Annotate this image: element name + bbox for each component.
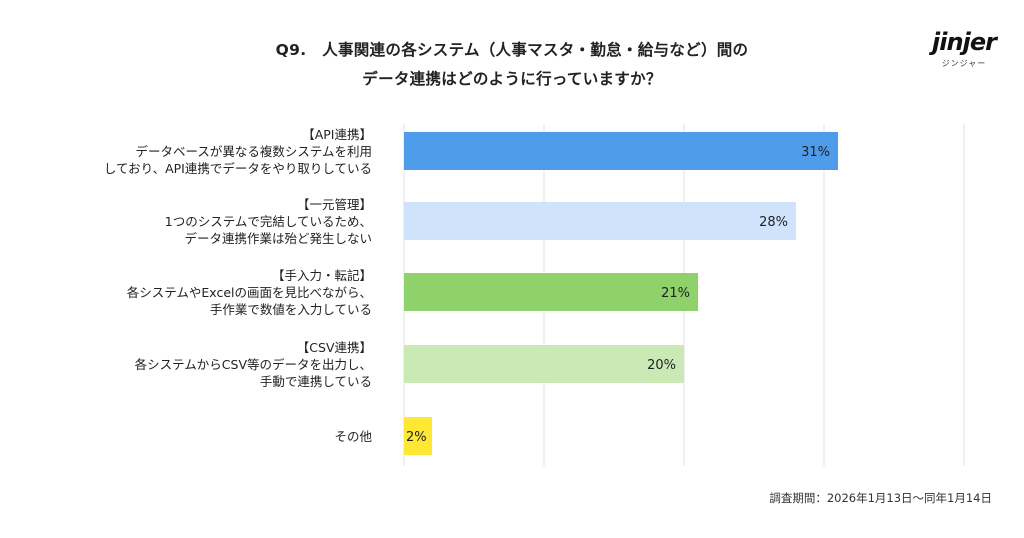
survey-period: 調査期間：2026年1月13日〜同年1月14日 <box>769 491 992 505</box>
category-label: 各システムやExcelの画面を見比べながら、 <box>127 285 372 300</box>
category-label: 1つのシステムで完結しているため、 <box>165 214 372 229</box>
bar <box>404 202 796 240</box>
category-label: データ連携作業は殆ど発生しない <box>184 231 372 246</box>
bar-value-label: 31% <box>801 145 830 160</box>
category-label: 手動で連携している <box>260 374 372 389</box>
category-label: その他 <box>334 429 372 444</box>
bar-value-label: 28% <box>759 215 788 230</box>
bar <box>404 132 838 170</box>
category-label: 手作業で数値を入力している <box>210 302 372 317</box>
chart-title: Q9. 人事関連の各システム（人事マスタ・勤怠・給与など）間の データ連携はどの… <box>0 36 1024 94</box>
category-label: しており、API連携でデータをやり取りしている <box>104 161 372 176</box>
bar <box>404 273 698 311</box>
chart-title-line-1: Q9. 人事関連の各システム（人事マスタ・勤怠・給与など）間の <box>275 41 749 59</box>
chart-title-line-2: データ連携はどのように行っていますか？ <box>362 70 662 88</box>
category-label: 【手入力・転記】 <box>272 268 372 283</box>
bar-value-label: 20% <box>647 358 676 373</box>
category-label: データベースが異なる複数システムを利用 <box>135 144 372 159</box>
bar-value-label: 21% <box>661 286 690 301</box>
category-label: 【API連携】 <box>302 127 372 142</box>
logo-subtitle: ジンジャー <box>941 59 987 68</box>
bar <box>404 345 684 383</box>
jinjer-logo: jinjer ジンジャー <box>924 28 1004 72</box>
bar-value-label: 2% <box>406 430 427 445</box>
logo-wordmark: jinjer <box>932 28 997 56</box>
category-label: 各システムからCSV等のデータを出力し、 <box>135 357 372 372</box>
category-label: 【CSV連携】 <box>297 340 372 355</box>
bar <box>404 417 432 455</box>
category-label: 【一元管理】 <box>297 197 372 212</box>
